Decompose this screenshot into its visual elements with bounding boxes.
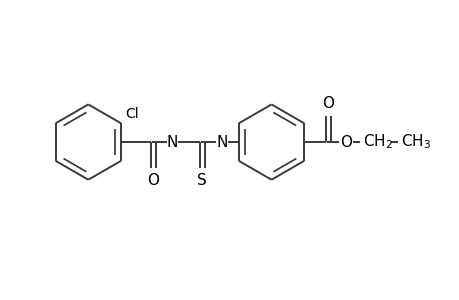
Text: Cl: Cl: [125, 107, 138, 121]
Text: O: O: [339, 135, 351, 150]
Text: CH$_3$: CH$_3$: [400, 133, 430, 152]
Text: N: N: [167, 135, 178, 150]
Text: N: N: [216, 135, 227, 150]
Text: S: S: [197, 173, 207, 188]
Text: CH$_2$: CH$_2$: [363, 133, 392, 152]
Text: O: O: [321, 96, 333, 111]
Text: O: O: [146, 173, 158, 188]
